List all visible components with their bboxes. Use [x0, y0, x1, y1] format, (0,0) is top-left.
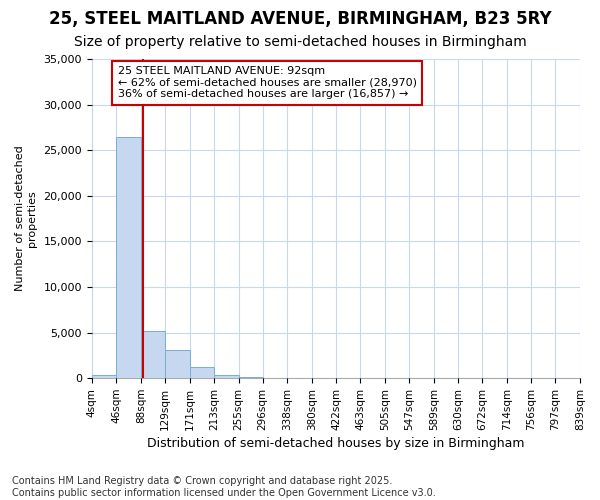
Text: 25, STEEL MAITLAND AVENUE, BIRMINGHAM, B23 5RY: 25, STEEL MAITLAND AVENUE, BIRMINGHAM, B…	[49, 10, 551, 28]
Y-axis label: Number of semi-detached
properties: Number of semi-detached properties	[15, 146, 37, 292]
Bar	[165, 350, 190, 378]
Text: 25 STEEL MAITLAND AVENUE: 92sqm
← 62% of semi-detached houses are smaller (28,97: 25 STEEL MAITLAND AVENUE: 92sqm ← 62% of…	[118, 66, 416, 100]
Bar	[141, 331, 165, 378]
X-axis label: Distribution of semi-detached houses by size in Birmingham: Distribution of semi-detached houses by …	[147, 437, 524, 450]
Bar	[190, 368, 214, 378]
Bar	[116, 136, 141, 378]
Text: Size of property relative to semi-detached houses in Birmingham: Size of property relative to semi-detach…	[74, 35, 526, 49]
Bar	[214, 374, 239, 378]
Text: Contains HM Land Registry data © Crown copyright and database right 2025.
Contai: Contains HM Land Registry data © Crown c…	[12, 476, 436, 498]
Bar	[92, 376, 116, 378]
